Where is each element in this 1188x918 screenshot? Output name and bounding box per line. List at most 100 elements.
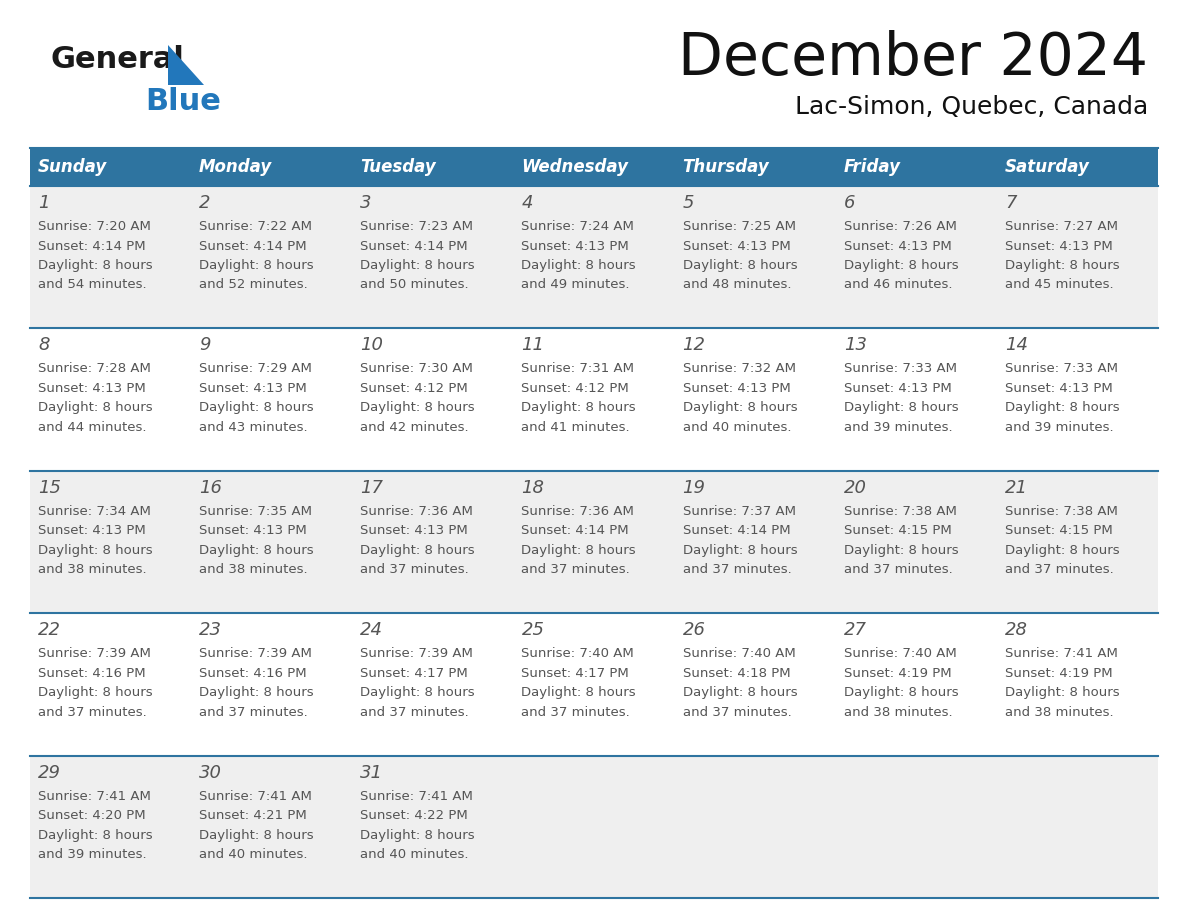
Text: Daylight: 8 hours: Daylight: 8 hours bbox=[843, 543, 959, 557]
Text: Daylight: 8 hours: Daylight: 8 hours bbox=[360, 686, 475, 700]
Text: Daylight: 8 hours: Daylight: 8 hours bbox=[360, 259, 475, 272]
Text: Sunrise: 7:28 AM: Sunrise: 7:28 AM bbox=[38, 363, 151, 375]
Text: and 37 minutes.: and 37 minutes. bbox=[683, 706, 791, 719]
Text: and 50 minutes.: and 50 minutes. bbox=[360, 278, 469, 292]
Text: Sunset: 4:13 PM: Sunset: 4:13 PM bbox=[843, 382, 952, 395]
Text: Blue: Blue bbox=[145, 87, 221, 116]
Text: and 38 minutes.: and 38 minutes. bbox=[38, 564, 146, 577]
Text: Daylight: 8 hours: Daylight: 8 hours bbox=[200, 543, 314, 557]
Text: Sunset: 4:14 PM: Sunset: 4:14 PM bbox=[360, 240, 468, 252]
Text: Sunrise: 7:33 AM: Sunrise: 7:33 AM bbox=[1005, 363, 1118, 375]
Text: Daylight: 8 hours: Daylight: 8 hours bbox=[200, 829, 314, 842]
Text: Daylight: 8 hours: Daylight: 8 hours bbox=[200, 401, 314, 414]
Text: and 54 minutes.: and 54 minutes. bbox=[38, 278, 146, 292]
Text: Daylight: 8 hours: Daylight: 8 hours bbox=[200, 686, 314, 700]
Text: and 38 minutes.: and 38 minutes. bbox=[843, 706, 953, 719]
Text: 3: 3 bbox=[360, 194, 372, 212]
Text: Monday: Monday bbox=[200, 158, 272, 176]
Text: Sunset: 4:16 PM: Sunset: 4:16 PM bbox=[200, 666, 307, 679]
Text: Sunset: 4:19 PM: Sunset: 4:19 PM bbox=[843, 666, 952, 679]
Text: Sunrise: 7:26 AM: Sunrise: 7:26 AM bbox=[843, 220, 956, 233]
Text: 23: 23 bbox=[200, 621, 222, 639]
Text: General: General bbox=[50, 45, 184, 74]
Text: 21: 21 bbox=[1005, 479, 1028, 497]
Text: Sunrise: 7:37 AM: Sunrise: 7:37 AM bbox=[683, 505, 796, 518]
Text: Sunrise: 7:41 AM: Sunrise: 7:41 AM bbox=[360, 789, 473, 802]
Text: Sunset: 4:17 PM: Sunset: 4:17 PM bbox=[522, 666, 630, 679]
Text: and 40 minutes.: and 40 minutes. bbox=[200, 848, 308, 861]
Text: 20: 20 bbox=[843, 479, 867, 497]
Text: Sunset: 4:17 PM: Sunset: 4:17 PM bbox=[360, 666, 468, 679]
Text: Sunrise: 7:33 AM: Sunrise: 7:33 AM bbox=[843, 363, 956, 375]
Text: Sunset: 4:13 PM: Sunset: 4:13 PM bbox=[38, 382, 146, 395]
Text: Sunset: 4:13 PM: Sunset: 4:13 PM bbox=[200, 524, 307, 537]
Text: 30: 30 bbox=[200, 764, 222, 781]
Text: Sunset: 4:22 PM: Sunset: 4:22 PM bbox=[360, 809, 468, 823]
Text: and 37 minutes.: and 37 minutes. bbox=[1005, 564, 1113, 577]
Text: 12: 12 bbox=[683, 336, 706, 354]
Bar bbox=[30, 613, 1158, 756]
Text: and 37 minutes.: and 37 minutes. bbox=[683, 564, 791, 577]
Bar bbox=[30, 329, 1158, 471]
Text: Sunrise: 7:41 AM: Sunrise: 7:41 AM bbox=[1005, 647, 1118, 660]
Text: Daylight: 8 hours: Daylight: 8 hours bbox=[38, 401, 152, 414]
Text: Sunrise: 7:27 AM: Sunrise: 7:27 AM bbox=[1005, 220, 1118, 233]
Text: Daylight: 8 hours: Daylight: 8 hours bbox=[38, 686, 152, 700]
Text: Sunset: 4:21 PM: Sunset: 4:21 PM bbox=[200, 809, 307, 823]
Text: Friday: Friday bbox=[843, 158, 901, 176]
Text: and 38 minutes.: and 38 minutes. bbox=[200, 564, 308, 577]
Text: Daylight: 8 hours: Daylight: 8 hours bbox=[843, 259, 959, 272]
Text: Sunrise: 7:36 AM: Sunrise: 7:36 AM bbox=[360, 505, 473, 518]
Text: Sunset: 4:20 PM: Sunset: 4:20 PM bbox=[38, 809, 146, 823]
Text: 5: 5 bbox=[683, 194, 694, 212]
Text: and 37 minutes.: and 37 minutes. bbox=[360, 706, 469, 719]
Text: Daylight: 8 hours: Daylight: 8 hours bbox=[1005, 686, 1119, 700]
Text: Daylight: 8 hours: Daylight: 8 hours bbox=[522, 543, 636, 557]
Text: Sunset: 4:13 PM: Sunset: 4:13 PM bbox=[1005, 240, 1113, 252]
Text: and 52 minutes.: and 52 minutes. bbox=[200, 278, 308, 292]
Text: and 37 minutes.: and 37 minutes. bbox=[843, 564, 953, 577]
Text: Daylight: 8 hours: Daylight: 8 hours bbox=[38, 259, 152, 272]
Text: Tuesday: Tuesday bbox=[360, 158, 436, 176]
Text: Sunset: 4:14 PM: Sunset: 4:14 PM bbox=[683, 524, 790, 537]
Text: December 2024: December 2024 bbox=[678, 30, 1148, 87]
Text: Sunset: 4:12 PM: Sunset: 4:12 PM bbox=[522, 382, 630, 395]
Text: and 38 minutes.: and 38 minutes. bbox=[1005, 706, 1113, 719]
Text: Daylight: 8 hours: Daylight: 8 hours bbox=[522, 401, 636, 414]
Text: Daylight: 8 hours: Daylight: 8 hours bbox=[843, 686, 959, 700]
Text: Sunrise: 7:40 AM: Sunrise: 7:40 AM bbox=[522, 647, 634, 660]
Text: Sunset: 4:14 PM: Sunset: 4:14 PM bbox=[522, 524, 630, 537]
Text: Sunrise: 7:32 AM: Sunrise: 7:32 AM bbox=[683, 363, 796, 375]
Text: Daylight: 8 hours: Daylight: 8 hours bbox=[843, 401, 959, 414]
Text: 17: 17 bbox=[360, 479, 384, 497]
Text: 6: 6 bbox=[843, 194, 855, 212]
Text: 1: 1 bbox=[38, 194, 50, 212]
Text: and 37 minutes.: and 37 minutes. bbox=[200, 706, 308, 719]
Text: and 43 minutes.: and 43 minutes. bbox=[200, 420, 308, 434]
Text: Sunrise: 7:29 AM: Sunrise: 7:29 AM bbox=[200, 363, 312, 375]
Text: Daylight: 8 hours: Daylight: 8 hours bbox=[38, 543, 152, 557]
Text: Wednesday: Wednesday bbox=[522, 158, 628, 176]
Polygon shape bbox=[168, 45, 204, 85]
Text: Sunset: 4:15 PM: Sunset: 4:15 PM bbox=[843, 524, 952, 537]
Text: and 46 minutes.: and 46 minutes. bbox=[843, 278, 953, 292]
Text: Sunset: 4:13 PM: Sunset: 4:13 PM bbox=[200, 382, 307, 395]
Text: 22: 22 bbox=[38, 621, 61, 639]
Text: Thursday: Thursday bbox=[683, 158, 770, 176]
Text: Sunset: 4:14 PM: Sunset: 4:14 PM bbox=[200, 240, 307, 252]
Text: 4: 4 bbox=[522, 194, 533, 212]
Text: Sunrise: 7:39 AM: Sunrise: 7:39 AM bbox=[360, 647, 473, 660]
Text: Sunset: 4:12 PM: Sunset: 4:12 PM bbox=[360, 382, 468, 395]
Bar bbox=[30, 148, 1158, 186]
Text: 25: 25 bbox=[522, 621, 544, 639]
Text: 29: 29 bbox=[38, 764, 61, 781]
Text: Sunrise: 7:25 AM: Sunrise: 7:25 AM bbox=[683, 220, 796, 233]
Text: Daylight: 8 hours: Daylight: 8 hours bbox=[1005, 259, 1119, 272]
Text: and 41 minutes.: and 41 minutes. bbox=[522, 420, 630, 434]
Bar bbox=[30, 471, 1158, 613]
Text: Daylight: 8 hours: Daylight: 8 hours bbox=[360, 829, 475, 842]
Text: Sunrise: 7:40 AM: Sunrise: 7:40 AM bbox=[843, 647, 956, 660]
Text: Sunset: 4:15 PM: Sunset: 4:15 PM bbox=[1005, 524, 1113, 537]
Text: Sunrise: 7:39 AM: Sunrise: 7:39 AM bbox=[38, 647, 151, 660]
Text: Sunset: 4:13 PM: Sunset: 4:13 PM bbox=[683, 240, 790, 252]
